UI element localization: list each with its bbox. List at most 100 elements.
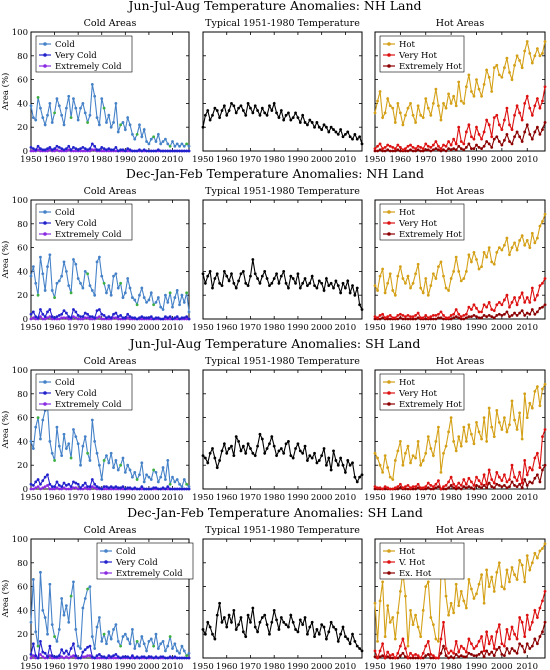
data-point bbox=[528, 246, 532, 250]
data-point bbox=[313, 284, 316, 288]
data-point bbox=[497, 246, 501, 250]
data-point bbox=[298, 286, 302, 290]
y-axis-label: Area (%) bbox=[0, 411, 11, 450]
data-point bbox=[232, 454, 236, 458]
data-point bbox=[149, 655, 153, 659]
data-point bbox=[429, 146, 433, 149]
data-point bbox=[62, 260, 66, 264]
data-point bbox=[421, 609, 425, 612]
data-point bbox=[60, 454, 64, 458]
data-point bbox=[95, 116, 99, 120]
data-point bbox=[272, 102, 276, 105]
data-point bbox=[317, 125, 321, 129]
data-point bbox=[434, 140, 438, 143]
series-line bbox=[374, 384, 546, 481]
data-point bbox=[62, 309, 66, 313]
data-point bbox=[525, 94, 529, 98]
data-point bbox=[442, 644, 445, 648]
data-point bbox=[301, 113, 305, 117]
data-point bbox=[538, 480, 542, 484]
data-point bbox=[472, 303, 476, 307]
data-point bbox=[470, 587, 473, 591]
data-point bbox=[396, 314, 400, 317]
data-point bbox=[530, 481, 534, 485]
data-point bbox=[378, 599, 382, 603]
data-point bbox=[263, 270, 267, 273]
data-point bbox=[386, 315, 390, 319]
data-point bbox=[538, 606, 542, 610]
data-point bbox=[64, 106, 68, 110]
data-point bbox=[492, 435, 496, 439]
data-point bbox=[112, 628, 115, 631]
data-point bbox=[404, 149, 407, 153]
data-point bbox=[298, 449, 302, 453]
data-point bbox=[308, 281, 312, 285]
x-tick-label: 1990 bbox=[287, 493, 309, 503]
data-point bbox=[86, 587, 89, 591]
data-point bbox=[495, 482, 499, 486]
data-point bbox=[480, 316, 483, 320]
data-point bbox=[373, 149, 377, 153]
data-point bbox=[112, 274, 115, 278]
data-point bbox=[246, 442, 250, 446]
data-point bbox=[50, 487, 54, 491]
series-typical bbox=[201, 101, 364, 146]
data-point bbox=[310, 456, 314, 460]
data-point bbox=[467, 476, 471, 480]
data-point bbox=[121, 316, 125, 320]
data-point bbox=[36, 148, 40, 152]
data-point bbox=[424, 314, 428, 317]
data-point bbox=[341, 135, 345, 139]
data-point bbox=[431, 623, 435, 627]
data-point bbox=[135, 487, 139, 491]
data-point bbox=[102, 314, 106, 317]
data-point bbox=[81, 146, 85, 149]
data-point bbox=[55, 480, 59, 484]
data-point bbox=[416, 482, 420, 486]
data-point bbox=[39, 487, 42, 491]
x-tick-label: 1980 bbox=[263, 493, 285, 503]
data-point bbox=[518, 311, 522, 315]
data-point bbox=[513, 632, 516, 636]
data-point bbox=[185, 656, 189, 660]
data-point bbox=[241, 630, 245, 634]
data-point bbox=[109, 293, 113, 297]
data-point bbox=[528, 52, 532, 55]
y-tick-label: 100 bbox=[12, 366, 28, 376]
data-point bbox=[36, 144, 40, 148]
data-point bbox=[135, 303, 139, 307]
x-tick-label: 1970 bbox=[240, 155, 262, 165]
data-point bbox=[541, 435, 544, 439]
data-point bbox=[391, 656, 395, 660]
data-point bbox=[414, 485, 417, 489]
legend-label: Extremely Cold bbox=[116, 569, 183, 579]
data-point bbox=[426, 316, 430, 320]
chart-row: Dec-Jan-Feb Temperature Anomalies: SH La… bbox=[0, 505, 547, 670]
data-point bbox=[164, 478, 167, 481]
data-point bbox=[541, 468, 544, 472]
data-point bbox=[437, 656, 440, 660]
data-point bbox=[67, 620, 71, 624]
data-point bbox=[355, 286, 359, 290]
data-point bbox=[530, 286, 534, 290]
data-point bbox=[34, 315, 38, 319]
data-point bbox=[515, 578, 519, 581]
data-point bbox=[381, 487, 385, 491]
data-point bbox=[332, 128, 335, 131]
x-tick-label: 1970 bbox=[415, 662, 437, 670]
data-point bbox=[467, 142, 471, 146]
x-tick-label: 2010 bbox=[516, 323, 538, 333]
data-point bbox=[520, 481, 524, 485]
data-point bbox=[467, 123, 471, 127]
data-point bbox=[182, 144, 186, 148]
data-point bbox=[351, 284, 354, 288]
data-point bbox=[48, 487, 52, 491]
data-point bbox=[93, 144, 97, 148]
data-point bbox=[74, 656, 78, 660]
data-point bbox=[386, 143, 390, 147]
data-point bbox=[533, 456, 537, 460]
data-point bbox=[424, 487, 428, 491]
data-point bbox=[187, 310, 191, 314]
